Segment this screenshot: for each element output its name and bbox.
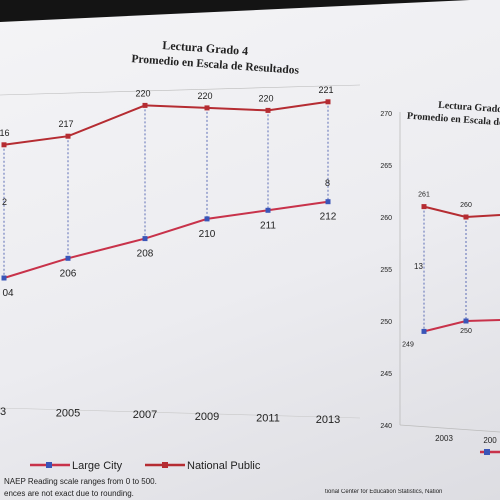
- x-tick-2009: 2009: [195, 411, 219, 423]
- marker-large-city-2003: [1, 275, 7, 281]
- label-national-public-2011: 220: [258, 93, 273, 103]
- x-tick-2003: 3: [0, 406, 6, 418]
- marker-large-city-2009: [204, 216, 210, 222]
- marker-large-city-2011: [265, 207, 271, 213]
- legend-large-city-label: Large City: [72, 460, 123, 472]
- right-y-tick-255: 255: [380, 267, 392, 274]
- label-large-city-2009: 210: [199, 229, 216, 240]
- marker-national-public-2009: [204, 105, 210, 111]
- right-label-large-city-2003: 249: [402, 341, 414, 348]
- right-label-national-public-2005: 260: [460, 202, 472, 209]
- marker-large-city-2007: [142, 236, 148, 242]
- right-label-national-public-2003: 261: [418, 192, 430, 199]
- label-large-city-2007: 208: [137, 249, 154, 260]
- label-large-city-2005: 206: [60, 268, 77, 279]
- x-tick-2013: 2013: [316, 414, 340, 426]
- footnote-scale-range: NAEP Reading scale ranges from 0 to 500.: [4, 477, 157, 486]
- right-y-tick-240: 240: [380, 423, 392, 430]
- label-national-public-2013: 221: [318, 85, 333, 95]
- label-large-city-2013: 212: [320, 212, 337, 223]
- legend-right-fragment-marker: [484, 449, 490, 455]
- right-x-tick-2003: 2003: [435, 434, 453, 443]
- right-y-tick-250: 250: [380, 319, 392, 326]
- legend-national-public-label: National Public: [187, 460, 261, 472]
- marker-national-public-2007: [142, 102, 148, 108]
- marker-large-city-2013: [325, 199, 331, 205]
- x-tick-2011: 2011: [256, 412, 280, 424]
- left-chart-x-axis: [0, 407, 361, 419]
- x-tick-2005: 2005: [56, 408, 80, 420]
- series-line-national-public: [3, 100, 329, 146]
- left-chart-title: Lectura Grado 4: [162, 38, 249, 58]
- legend-national-public-marker: [162, 462, 168, 468]
- gap-label-2003: 2: [2, 197, 7, 207]
- gap-label-2013: 8: [325, 178, 330, 188]
- x-tick-2007: 2007: [133, 409, 157, 421]
- label-large-city-2011: 211: [260, 220, 276, 231]
- left-chart-top-border: [0, 84, 361, 96]
- right-label-large-city-2005: 250: [460, 328, 472, 335]
- left-chart-subtitle: Promedio en Escala de Resultados: [131, 53, 300, 77]
- series-line-large-city: [3, 200, 329, 279]
- right-marker-large-city-2003: [421, 328, 427, 334]
- label-national-public-2009: 220: [197, 91, 212, 101]
- marker-national-public-2013: [325, 99, 331, 105]
- marker-national-public-2003: [1, 142, 7, 148]
- label-national-public-2007: 220: [135, 88, 150, 98]
- right-marker-national-public-2003: [421, 204, 427, 210]
- marker-national-public-2011: [265, 107, 271, 113]
- marker-large-city-2005: [65, 255, 71, 261]
- right-x-tick-2005: 200: [483, 436, 497, 445]
- right-marker-large-city-2005: [463, 318, 469, 324]
- right-y-tick-245: 245: [380, 371, 392, 378]
- right-chart-x-axis: [399, 424, 500, 433]
- footnote-rounding: ences are not exact due to rounding.: [4, 489, 134, 498]
- right-y-tick-260: 260: [380, 215, 392, 222]
- footnote-source: tional Center for Education Statistics, …: [325, 489, 443, 495]
- right-y-tick-270: 270: [380, 111, 392, 118]
- label-national-public-2005: 217: [58, 119, 73, 129]
- label-large-city-2003: 04: [2, 288, 14, 299]
- right-chart-title: Lectura Grado: [438, 100, 500, 115]
- right-y-tick-265: 265: [380, 163, 392, 170]
- right-marker-national-public-2005: [463, 214, 469, 220]
- marker-national-public-2005: [65, 133, 71, 139]
- right-gap-label-2003: 13: [414, 262, 423, 271]
- legend-large-city-marker: [46, 462, 52, 468]
- label-national-public-2003: 216: [0, 128, 10, 138]
